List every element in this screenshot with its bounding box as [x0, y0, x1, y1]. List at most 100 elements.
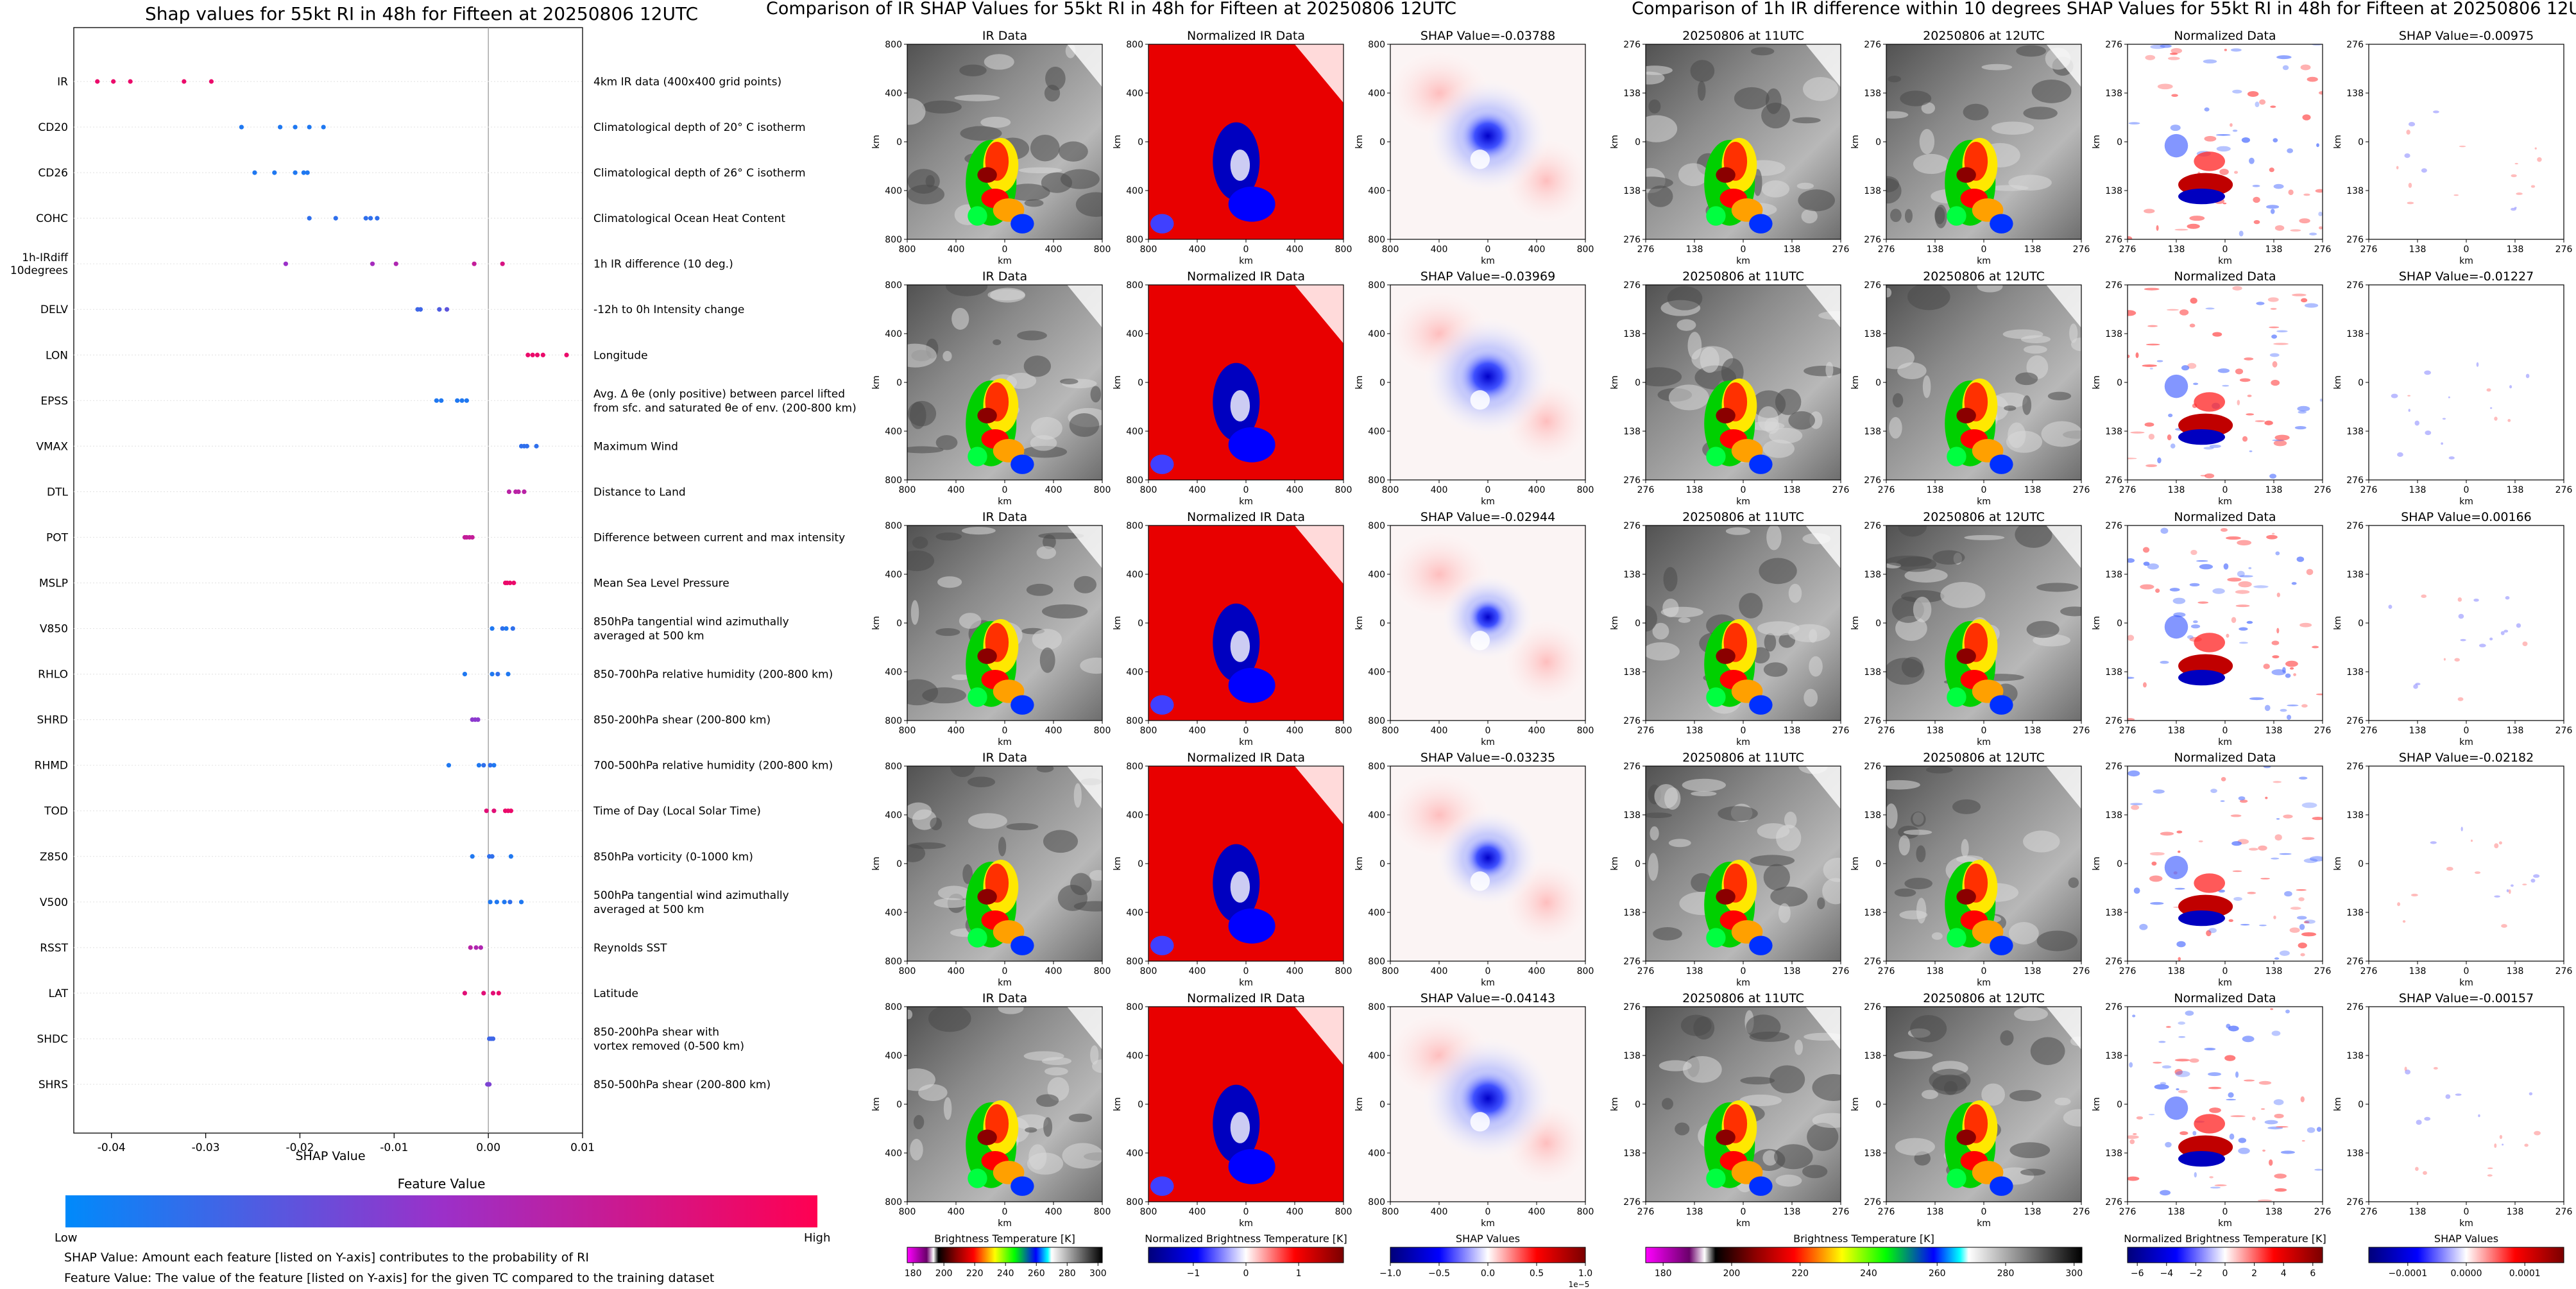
- cloud-band: [1990, 454, 2013, 474]
- y-tick-label: 276: [2346, 1197, 2364, 1208]
- x-tick-label: 400: [1045, 966, 1062, 977]
- x-tick-label: 0: [2222, 244, 2228, 255]
- x-tick-label: 0: [1741, 966, 1746, 977]
- diff-texture: [2266, 205, 2280, 209]
- feature-description: Climatological depth of 20° C isotherm: [593, 121, 806, 134]
- cloud-texture: [918, 1084, 948, 1101]
- diff-texture: [2296, 556, 2305, 562]
- shap-point: [470, 534, 475, 540]
- x-tick-label: -0.02: [286, 1141, 314, 1154]
- irdiff-panel-title: 20250806 at 12UTC: [1923, 269, 2045, 284]
- x-tick-label: 138: [2168, 244, 2185, 255]
- shap-point: [491, 763, 497, 768]
- cloud-texture: [1030, 416, 1062, 440]
- x-tick-label: 138: [1784, 726, 1801, 736]
- x-tick-label: 0: [1485, 966, 1491, 977]
- diff-texture: [2162, 1065, 2172, 1069]
- x-tick-label: 800: [1382, 966, 1399, 977]
- x-tick-label: 138: [2024, 1207, 2042, 1217]
- shap-speck: [2473, 598, 2479, 602]
- y-tick-label: 400: [885, 329, 902, 339]
- irdiff-panel: SHAP Value=-0.00157276276138138001381382…: [2333, 991, 2572, 1229]
- x-axis-label: km: [1977, 978, 1991, 988]
- shap-point: [508, 900, 513, 905]
- feature-description: Latitude: [593, 987, 638, 1000]
- y-tick-label: 138: [2346, 667, 2364, 678]
- irdiff-panel-image: [1886, 285, 2081, 480]
- x-tick-label: 0: [1243, 966, 1249, 977]
- ir-panel-image: [1390, 285, 1585, 480]
- x-tick-label: 138: [2168, 726, 2185, 736]
- y-axis-label: km: [871, 135, 882, 149]
- x-tick-label: 800: [1335, 966, 1352, 977]
- shap-speck: [2457, 697, 2464, 701]
- diff-texture: [2274, 957, 2280, 960]
- diff-texture: [2231, 617, 2237, 624]
- x-tick-label: 400: [1528, 1207, 1546, 1217]
- y-tick-label: 276: [1864, 716, 1881, 726]
- diff-texture: [2242, 436, 2248, 442]
- diff-texture: [2192, 620, 2198, 624]
- irdiff-panel-title: 20250806 at 11UTC: [1682, 991, 1804, 1005]
- x-tick-label: 276: [2073, 1207, 2090, 1217]
- y-tick-label: 800: [885, 1197, 902, 1208]
- irdiff-panel-title: SHAP Value=-0.02182: [2399, 751, 2534, 765]
- cloud-texture: [1801, 209, 1818, 224]
- y-tick-label: 138: [1623, 427, 1641, 437]
- diff-texture: [2318, 211, 2323, 217]
- feature-description: Maximum Wind: [593, 440, 678, 453]
- x-tick-label: 276: [1832, 726, 1850, 736]
- feature-name-label: RHLO: [38, 669, 68, 681]
- shap-speck: [2457, 597, 2462, 602]
- cloud-band: [968, 1168, 987, 1188]
- diff-texture: [2264, 1120, 2278, 1125]
- shap-speck: [2530, 185, 2536, 188]
- cloud-texture: [1817, 897, 1825, 910]
- diff-texture: [2293, 673, 2296, 676]
- ir-panel-image: [907, 766, 1102, 961]
- shap-axes: -0.04 -0.03 -0.02 -0.01 0.00 0.01 IR 4km IR dat…: [10, 27, 857, 1154]
- cooling-feature: [2178, 188, 2225, 205]
- shap-speck: [2442, 418, 2446, 420]
- diff-background: [2128, 285, 2323, 480]
- diff-texture: [2160, 44, 2172, 48]
- cloud-texture: [1043, 1117, 1053, 1137]
- y-tick-label: 0: [1138, 1100, 1143, 1110]
- shap-point: [511, 580, 516, 586]
- x-tick-label: 276: [1832, 1207, 1850, 1217]
- diff-texture: [2176, 830, 2183, 833]
- cloud-texture: [1964, 534, 2005, 540]
- cloud-band: [968, 206, 987, 226]
- shap-point: [488, 763, 493, 768]
- colorbar-tick-label: 240: [1860, 1268, 1877, 1279]
- x-tick-label: 400: [1431, 485, 1448, 495]
- diff-texture: [2142, 364, 2157, 367]
- ir-panel: SHAP Value=-0.03788800800400400004004008…: [1354, 29, 1594, 266]
- y-tick-label: 138: [1864, 908, 1881, 918]
- irdiff-panel: Normalized Data2762761381380013813827627…: [2092, 269, 2331, 507]
- cloud-texture: [1073, 901, 1102, 912]
- diff-texture: [2274, 1188, 2287, 1192]
- y-axis-label: km: [1354, 857, 1365, 871]
- shap-point: [301, 170, 306, 175]
- irdiff-colorbar: [1645, 1247, 2083, 1263]
- x-tick-label: 276: [2555, 726, 2573, 736]
- y-tick-label: 400: [1368, 908, 1385, 918]
- y-tick-label: 276: [1623, 40, 1641, 50]
- diff-texture: [2128, 310, 2137, 316]
- feature-value-title: Feature Value: [398, 1176, 486, 1191]
- cloud-texture: [1770, 886, 1808, 907]
- cloud-texture: [1675, 1122, 1690, 1136]
- y-tick-label: 800: [1368, 957, 1385, 967]
- cloud-core: [1956, 648, 1976, 664]
- shap-diff-background: [2369, 44, 2564, 239]
- feature-value-colorbar: [65, 1195, 817, 1227]
- diff-texture: [2264, 420, 2273, 425]
- cloud-band: [1011, 214, 1034, 234]
- diff-texture: [2179, 1131, 2188, 1136]
- diff-texture: [2270, 209, 2275, 214]
- cloud-texture: [1740, 1077, 1775, 1085]
- cloud-band: [1990, 214, 2013, 234]
- shap-point: [437, 307, 442, 312]
- irdiff-panel-title: 20250806 at 12UTC: [1923, 991, 2045, 1005]
